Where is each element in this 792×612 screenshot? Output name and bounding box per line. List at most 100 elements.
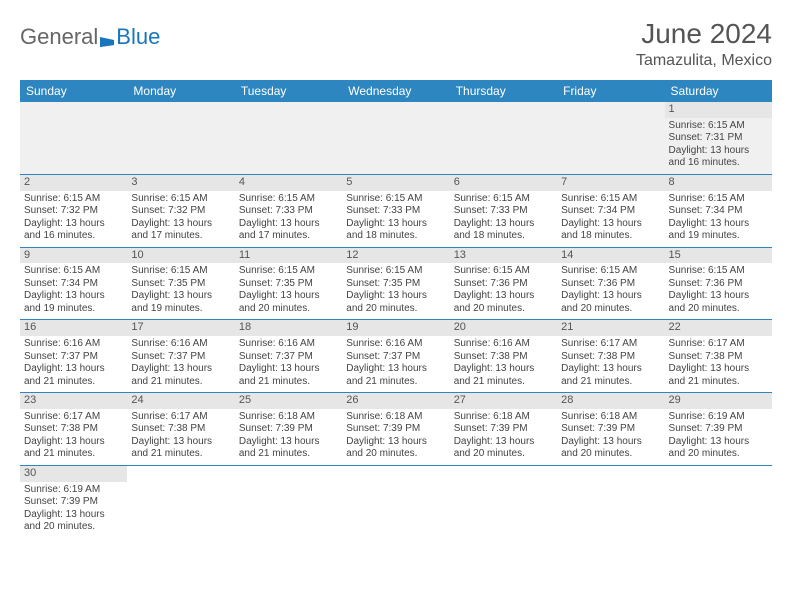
day-number: 30: [20, 466, 127, 482]
weekday-header: Sunday: [20, 80, 127, 102]
daylight-text: Daylight: 13 hours: [669, 290, 768, 303]
brand-part2: Blue: [116, 24, 160, 50]
daylight-text: Daylight: 13 hours: [454, 436, 553, 449]
day-number: 4: [235, 175, 342, 191]
daylight-text: and 18 minutes.: [561, 230, 660, 243]
sunset-text: Sunset: 7:39 PM: [561, 423, 660, 436]
day-number: 14: [557, 248, 664, 264]
sunset-text: Sunset: 7:39 PM: [669, 423, 768, 436]
daylight-text: and 20 minutes.: [561, 303, 660, 316]
calendar-day-cell: 27Sunrise: 6:18 AMSunset: 7:39 PMDayligh…: [450, 393, 557, 466]
day-number: 23: [20, 393, 127, 409]
calendar-day-cell: 29Sunrise: 6:19 AMSunset: 7:39 PMDayligh…: [665, 393, 772, 466]
calendar-empty-cell: [342, 465, 449, 537]
calendar-day-cell: 8Sunrise: 6:15 AMSunset: 7:34 PMDaylight…: [665, 174, 772, 247]
calendar-week-row: 23Sunrise: 6:17 AMSunset: 7:38 PMDayligh…: [20, 393, 772, 466]
calendar-day-cell: 7Sunrise: 6:15 AMSunset: 7:34 PMDaylight…: [557, 174, 664, 247]
flag-icon: [100, 35, 114, 47]
calendar-empty-cell: [127, 465, 234, 537]
weekday-header: Thursday: [450, 80, 557, 102]
daylight-text: and 21 minutes.: [24, 376, 123, 389]
calendar-week-row: 1Sunrise: 6:15 AMSunset: 7:31 PMDaylight…: [20, 102, 772, 174]
calendar-day-cell: 14Sunrise: 6:15 AMSunset: 7:36 PMDayligh…: [557, 247, 664, 320]
daylight-text: Daylight: 13 hours: [669, 218, 768, 231]
month-title: June 2024: [636, 18, 772, 50]
calendar-day-cell: 18Sunrise: 6:16 AMSunset: 7:37 PMDayligh…: [235, 320, 342, 393]
calendar-empty-cell: [557, 465, 664, 537]
sunset-text: Sunset: 7:32 PM: [24, 205, 123, 218]
sunset-text: Sunset: 7:33 PM: [346, 205, 445, 218]
daylight-text: and 20 minutes.: [561, 448, 660, 461]
sunset-text: Sunset: 7:32 PM: [131, 205, 230, 218]
sunset-text: Sunset: 7:34 PM: [561, 205, 660, 218]
day-number: 25: [235, 393, 342, 409]
calendar-empty-cell: [342, 102, 449, 174]
sunset-text: Sunset: 7:35 PM: [346, 278, 445, 291]
sunset-text: Sunset: 7:38 PM: [669, 351, 768, 364]
day-number: 7: [557, 175, 664, 191]
calendar-day-cell: 6Sunrise: 6:15 AMSunset: 7:33 PMDaylight…: [450, 174, 557, 247]
calendar-day-cell: 4Sunrise: 6:15 AMSunset: 7:33 PMDaylight…: [235, 174, 342, 247]
day-number: 22: [665, 320, 772, 336]
weekday-header: Wednesday: [342, 80, 449, 102]
day-number: 15: [665, 248, 772, 264]
sunset-text: Sunset: 7:34 PM: [669, 205, 768, 218]
calendar-day-cell: 13Sunrise: 6:15 AMSunset: 7:36 PMDayligh…: [450, 247, 557, 320]
calendar-week-row: 2Sunrise: 6:15 AMSunset: 7:32 PMDaylight…: [20, 174, 772, 247]
sunset-text: Sunset: 7:37 PM: [131, 351, 230, 364]
daylight-text: Daylight: 13 hours: [131, 436, 230, 449]
daylight-text: and 21 minutes.: [561, 376, 660, 389]
daylight-text: and 19 minutes.: [24, 303, 123, 316]
calendar-day-cell: 28Sunrise: 6:18 AMSunset: 7:39 PMDayligh…: [557, 393, 664, 466]
sunrise-text: Sunrise: 6:15 AM: [454, 193, 553, 206]
day-number: 19: [342, 320, 449, 336]
daylight-text: Daylight: 13 hours: [346, 436, 445, 449]
daylight-text: and 17 minutes.: [239, 230, 338, 243]
daylight-text: and 20 minutes.: [669, 303, 768, 316]
day-number: 17: [127, 320, 234, 336]
day-number: 1: [665, 102, 772, 118]
sunrise-text: Sunrise: 6:15 AM: [346, 193, 445, 206]
calendar-day-cell: 20Sunrise: 6:16 AMSunset: 7:38 PMDayligh…: [450, 320, 557, 393]
daylight-text: Daylight: 13 hours: [239, 363, 338, 376]
calendar-day-cell: 1Sunrise: 6:15 AMSunset: 7:31 PMDaylight…: [665, 102, 772, 174]
sunset-text: Sunset: 7:35 PM: [131, 278, 230, 291]
sunset-text: Sunset: 7:31 PM: [669, 132, 768, 145]
sunset-text: Sunset: 7:37 PM: [346, 351, 445, 364]
daylight-text: and 20 minutes.: [346, 448, 445, 461]
calendar-week-row: 9Sunrise: 6:15 AMSunset: 7:34 PMDaylight…: [20, 247, 772, 320]
day-number: 27: [450, 393, 557, 409]
daylight-text: Daylight: 13 hours: [669, 363, 768, 376]
sunrise-text: Sunrise: 6:18 AM: [561, 411, 660, 424]
sunrise-text: Sunrise: 6:15 AM: [561, 193, 660, 206]
daylight-text: and 20 minutes.: [454, 303, 553, 316]
calendar-day-cell: 16Sunrise: 6:16 AMSunset: 7:37 PMDayligh…: [20, 320, 127, 393]
sunrise-text: Sunrise: 6:15 AM: [669, 265, 768, 278]
daylight-text: Daylight: 13 hours: [24, 218, 123, 231]
day-number: 5: [342, 175, 449, 191]
daylight-text: Daylight: 13 hours: [24, 290, 123, 303]
sunset-text: Sunset: 7:33 PM: [454, 205, 553, 218]
brand-logo: General Blue: [20, 18, 160, 50]
daylight-text: and 16 minutes.: [24, 230, 123, 243]
sunset-text: Sunset: 7:39 PM: [454, 423, 553, 436]
daylight-text: and 21 minutes.: [346, 376, 445, 389]
weekday-header: Monday: [127, 80, 234, 102]
calendar-empty-cell: [557, 102, 664, 174]
calendar-day-cell: 5Sunrise: 6:15 AMSunset: 7:33 PMDaylight…: [342, 174, 449, 247]
sunrise-text: Sunrise: 6:18 AM: [346, 411, 445, 424]
daylight-text: Daylight: 13 hours: [239, 436, 338, 449]
day-number: 2: [20, 175, 127, 191]
sunrise-text: Sunrise: 6:16 AM: [346, 338, 445, 351]
daylight-text: Daylight: 13 hours: [239, 218, 338, 231]
daylight-text: and 18 minutes.: [454, 230, 553, 243]
sunrise-text: Sunrise: 6:17 AM: [561, 338, 660, 351]
calendar-empty-cell: [235, 102, 342, 174]
sunset-text: Sunset: 7:36 PM: [561, 278, 660, 291]
daylight-text: and 21 minutes.: [24, 448, 123, 461]
calendar-day-cell: 24Sunrise: 6:17 AMSunset: 7:38 PMDayligh…: [127, 393, 234, 466]
sunrise-text: Sunrise: 6:16 AM: [454, 338, 553, 351]
day-number: 21: [557, 320, 664, 336]
daylight-text: Daylight: 13 hours: [24, 363, 123, 376]
title-block: June 2024 Tamazulita, Mexico: [636, 18, 772, 70]
